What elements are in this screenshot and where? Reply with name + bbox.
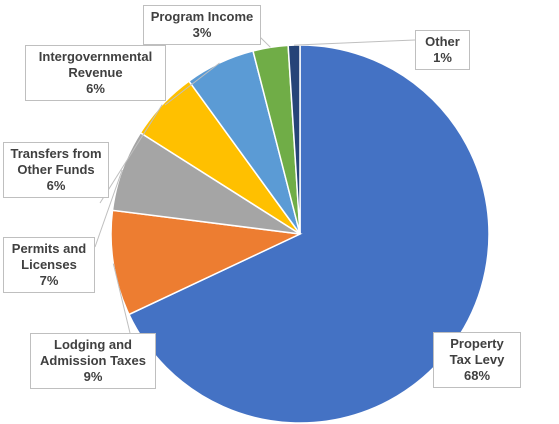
category-label: Permits and Licenses <box>11 241 87 272</box>
data-label: Program Income 3% <box>143 5 261 45</box>
category-label: Program Income <box>150 9 254 24</box>
pie-slice <box>110 209 303 316</box>
data-label: Intergovernmental Revenue 6% <box>25 45 166 101</box>
leader-line <box>112 263 131 334</box>
value-label: 6% <box>46 178 66 193</box>
leader-line <box>94 169 123 248</box>
category-label: Other <box>425 34 460 49</box>
value-label: 6% <box>86 81 105 96</box>
category-label: Transfers from Other Funds <box>10 146 102 177</box>
data-label: Permits and Licenses 7% <box>3 237 95 293</box>
leader-line <box>99 104 163 204</box>
data-label: Property Tax Levy 68% <box>433 332 521 388</box>
category-label: Lodging and Admission Taxes <box>40 337 146 368</box>
leader-line <box>164 62 220 106</box>
value-label: 1% <box>433 50 452 65</box>
value-label: 9% <box>83 369 103 384</box>
value-label: 68% <box>463 368 491 383</box>
leader-line <box>259 36 271 48</box>
value-label: 7% <box>39 273 59 288</box>
leader-line <box>294 39 416 46</box>
data-label: Transfers from Other Funds 6% <box>3 142 109 198</box>
data-label: Lodging and Admission Taxes 9% <box>30 333 156 389</box>
category-label: Property Tax Levy <box>449 336 505 367</box>
category-label: Intergovernmental Revenue <box>38 49 153 80</box>
value-label: 3% <box>192 25 212 40</box>
data-label: Other 1% <box>415 30 470 70</box>
